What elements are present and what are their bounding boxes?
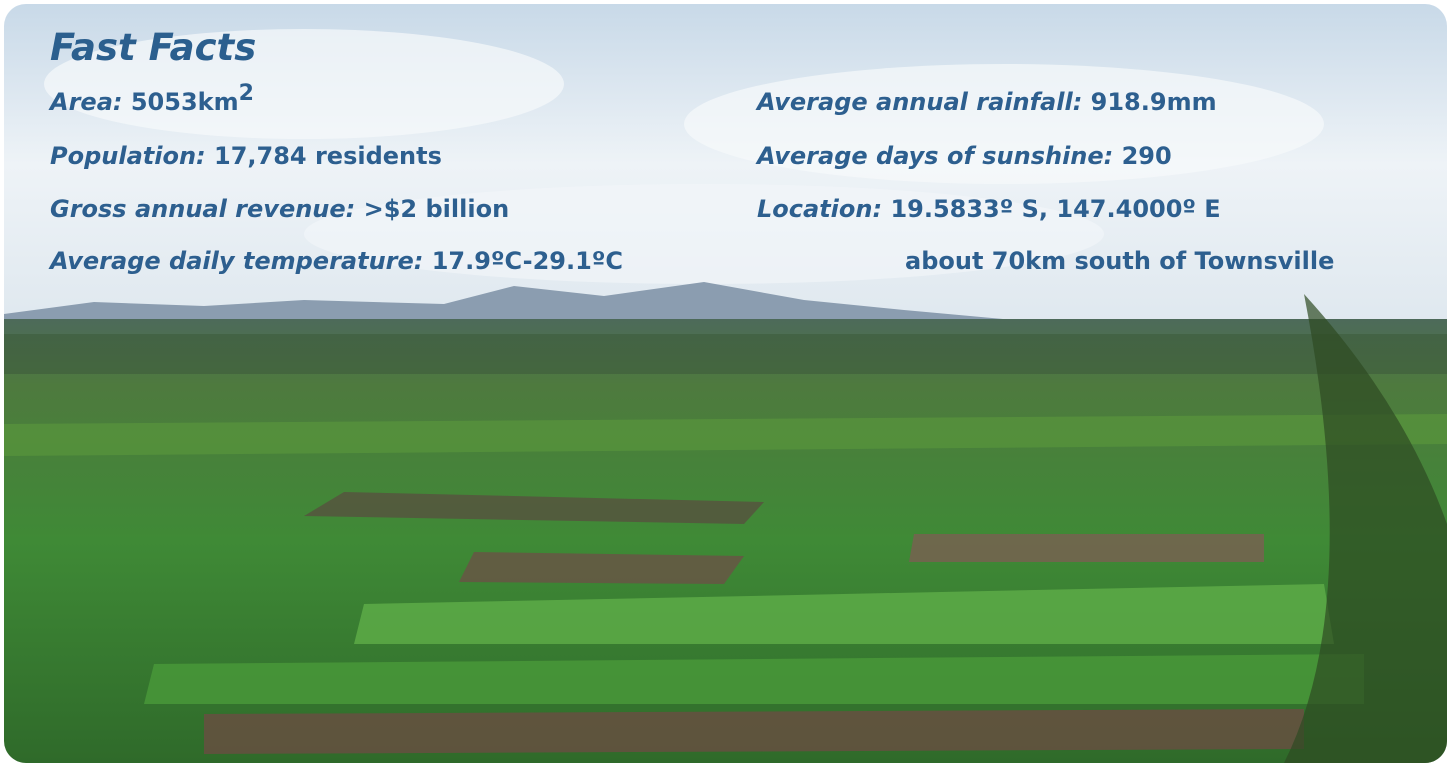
fact-label: Population: [50, 142, 206, 170]
location-note: about 70km south of Townsville [905, 247, 1334, 275]
fact-row: Average daily temperature: 17.9ºC-29.1ºC [50, 247, 623, 275]
fast-facts-card: Fast Facts Area: 5053km2 Population: 17,7… [4, 4, 1447, 763]
fact-row: Population: 17,784 residents [50, 142, 442, 170]
fact-label: Area: [50, 88, 122, 116]
fact-row: Area: 5053km2 [50, 88, 254, 116]
fact-row: Gross annual revenue: >$2 billion [50, 195, 509, 223]
page: Fast Facts Area: 5053km2 Population: 17,7… [0, 0, 1451, 767]
fact-value: 17.9ºC-29.1ºC [432, 247, 623, 275]
title: Fast Facts [50, 26, 256, 69]
landscape-photo [4, 4, 1447, 763]
fact-value: 19.5833º S, 147.4000º E [890, 195, 1220, 223]
fact-value: 290 [1122, 142, 1172, 170]
fact-value: 17,784 residents [214, 142, 442, 170]
fact-label: Average annual rainfall: [757, 88, 1082, 116]
fact-value: 918.9mm [1091, 88, 1217, 116]
fact-row: Location: 19.5833º S, 147.4000º E [757, 195, 1221, 223]
fact-row: Average days of sunshine: 290 [757, 142, 1172, 170]
fact-label: Average daily temperature: [50, 247, 423, 275]
fact-superscript: 2 [239, 81, 254, 106]
fact-label: Average days of sunshine: [757, 142, 1113, 170]
fact-value: 5053km [131, 88, 239, 116]
fact-row: Average annual rainfall: 918.9mm [757, 88, 1217, 116]
fact-label: Location: [757, 195, 882, 223]
fact-label: Gross annual revenue: [50, 195, 355, 223]
fact-value: >$2 billion [364, 195, 510, 223]
